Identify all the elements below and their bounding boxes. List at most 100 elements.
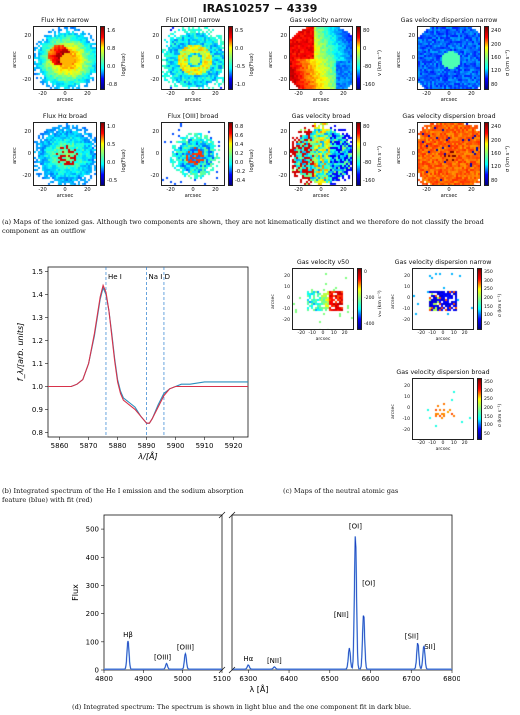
ionized-cbtick-5-3: 0.2 [235, 151, 244, 157]
neutral-colorbar-0 [357, 268, 362, 330]
neutral-xtick-1-2: 0 [441, 331, 445, 336]
spectrum-line-label-7: [OI] [362, 580, 375, 588]
ionized-cbtick-3-4: 80 [491, 81, 498, 88]
ionized-xlabel-4: arcsec [56, 193, 74, 199]
ionized-ytick-3-2: -20 [406, 77, 415, 84]
ionized-xtick-7-2: 20 [468, 187, 475, 193]
ionized-xlabel-1: arcsec [184, 97, 202, 103]
ionized-cbtick-5-2: 0.4 [235, 142, 244, 149]
ionized-xtick-5-0: -20 [166, 187, 175, 193]
ionized-cbtick-6-2: -80 [363, 159, 372, 166]
caption-b: (b) Integrated spectrum of the He I emis… [2, 487, 244, 504]
ionized-ytick-7-2: -20 [406, 173, 415, 180]
ionized-cbtick-5-6: -0.4 [235, 177, 246, 184]
hei-ytick-label-3: 1.1 [32, 360, 43, 368]
ionized-cbtick-4-2: 0.0 [107, 159, 116, 166]
ionized-ylabel-3: arcsec [396, 51, 402, 68]
ionized-map-4 [33, 122, 97, 186]
ionized-cbtick-2-1: 0 [363, 46, 367, 53]
hei-plot-frame [47, 266, 249, 438]
ionized-title-0: Flux Hα narrow [41, 17, 89, 24]
ionized-xlabel-3: arcsec [440, 97, 458, 103]
ionized-cbtick-1-1: 0.0 [235, 46, 244, 53]
ionized-cbtick-5-5: -0.2 [235, 168, 246, 175]
ionized-cbtick-7-3: 120 [491, 164, 501, 171]
neutral-xtick-1-4: 20 [461, 331, 468, 336]
ionized-xtick-4-2: 20 [84, 187, 91, 193]
spectrum-ytick-label-5: 500 [86, 526, 99, 534]
spectrum-xtick-label-0-1: 4900 [134, 675, 152, 683]
spectrum-data-series-1 [232, 536, 452, 670]
hei-ytick-label-6: 1.4 [32, 291, 44, 299]
ionized-cbtick-2-2: -80 [363, 63, 372, 70]
ionized-xtick-7-1: 0 [447, 187, 451, 193]
ionized-cbtick-7-4: 80 [491, 177, 498, 184]
ionized-cbtick-6-1: 0 [363, 142, 367, 149]
hei-fit-series [48, 283, 248, 424]
ionized-ytick-5-2: -20 [150, 173, 159, 180]
neutral-ytick-1-0: 20 [404, 274, 410, 280]
spectrum-line-label-4: [NII] [267, 657, 282, 665]
neutral-xtick-2-0: -20 [417, 441, 426, 446]
neutral-cbtick-2-2: 250 [484, 397, 493, 403]
ionized-cbtick-2-0: 80 [363, 28, 370, 35]
neutral-cbtick-2-6: 50 [484, 432, 490, 438]
ionized-colorbar-1 [228, 26, 233, 90]
neutral-map-image-0 [293, 269, 353, 329]
axis-break-mark-3 [228, 666, 236, 674]
hei-ytick-label-7: 1.5 [32, 268, 43, 276]
spectrum-line-label-5: [NII] [334, 611, 349, 619]
ionized-ylabel-4: arcsec [12, 147, 18, 164]
neutral-map-image-2 [413, 379, 473, 439]
hei-xlabel: λ/[Å] [137, 450, 157, 461]
ionized-colorbar-3 [484, 26, 489, 90]
neutral-xtick-0-1: -10 [308, 331, 316, 336]
ionized-xlabel-7: arcsec [440, 193, 458, 199]
neutral-ylabel-1: arcsec [391, 294, 396, 309]
ionized-cbtick-0-0: 1.6 [107, 28, 116, 35]
hei-ytick-label-1: 0.9 [32, 406, 43, 414]
ionized-map-image-1 [162, 27, 224, 89]
ionized-ytick-4-1: 0 [27, 151, 31, 157]
neutral-xtick-2-1: -10 [428, 441, 436, 446]
neutral-xtick-0-4: 20 [341, 331, 348, 336]
neutral-cbtick-2-5: 100 [484, 423, 493, 429]
ionized-ytick-7-1: 0 [411, 151, 415, 157]
ionized-cbtick-3-1: 200 [491, 41, 501, 48]
ionized-ytick-0-1: 0 [27, 55, 31, 61]
ionized-ylabel-6: arcsec [268, 147, 274, 164]
spectrum-xtick-label-0-0: 4800 [95, 675, 113, 683]
ionized-colorbar-0 [100, 26, 105, 90]
neutral-ylabel-0: arcsec [271, 294, 276, 309]
ionized-ytick-0-0: 20 [24, 32, 31, 39]
ionized-cbtick-7-2: 160 [491, 151, 501, 157]
neutral-cblabel-2: σ (km s⁻¹) [498, 403, 503, 427]
neutral-cbtick-0-1: -200 [364, 296, 375, 301]
ionized-xtick-6-2: 20 [340, 187, 347, 193]
ionized-cblabel-2: v (km s⁻¹) [377, 50, 383, 76]
ionized-map-7 [417, 122, 481, 186]
hei-data-series [48, 285, 248, 424]
ionized-xtick-0-1: 0 [63, 91, 67, 97]
ionized-cblabel-3: σ (km s⁻¹) [505, 49, 511, 76]
ionized-xtick-6-1: 0 [319, 187, 323, 193]
neutral-map-1 [412, 268, 474, 330]
caption-c: (c) Maps of the neutral atomic gas [283, 487, 399, 495]
ionized-map-image-4 [34, 123, 96, 185]
neutral-xlabel-0: arcsec [315, 337, 331, 342]
spectrum-xtick-label-1-3: 6600 [362, 675, 380, 683]
ionized-colorbar-4 [100, 122, 105, 186]
ionized-xtick-1-1: 0 [191, 91, 195, 97]
hei-vline-label-0: He I [108, 273, 122, 281]
ionized-ytick-2-0: 20 [280, 32, 287, 39]
spectrum-ytick-label-0: 0 [95, 667, 99, 675]
ionized-cbtick-4-0: 1.0 [107, 124, 116, 131]
spectrum-xtick-label-1-0: 6300 [239, 675, 257, 683]
neutral-cbtick-2-1: 300 [484, 388, 493, 394]
hei-xtick-label-4: 5900 [167, 442, 185, 450]
neutral-ytick-0-3: -10 [282, 306, 290, 312]
spectrum-line-label-0: Hβ [123, 631, 133, 639]
spectrum-ytick-label-2: 200 [86, 610, 99, 618]
neutral-cbtick-2-0: 350 [484, 379, 493, 385]
spectrum-segment-frame-0 [103, 514, 223, 671]
